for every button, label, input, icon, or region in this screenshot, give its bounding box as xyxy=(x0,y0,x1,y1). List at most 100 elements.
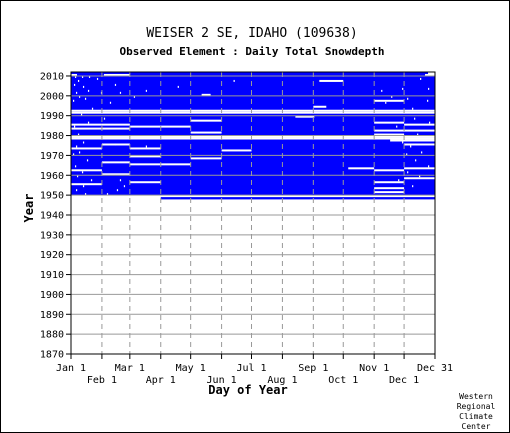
missing-day xyxy=(96,77,99,80)
x-tick-label: Sep 1 xyxy=(298,363,328,374)
missing-segment xyxy=(71,183,102,186)
missing-segment xyxy=(101,127,130,130)
missing-day xyxy=(410,145,412,148)
missing-day xyxy=(75,145,78,148)
x-tick-label: Jun 1 xyxy=(207,375,237,386)
x-tick-label: Dec 1 xyxy=(389,375,419,386)
missing-segment xyxy=(374,169,405,172)
missing-segment xyxy=(404,177,435,180)
x-axis-ticks: Jan 1 Mar 1 May 1 Jul 1 Sep 1 Nov 1 Dec 31 Feb … xyxy=(56,354,453,386)
data-first-year xyxy=(160,197,435,200)
missing-segment xyxy=(348,167,375,170)
y-tick-label: 1930 xyxy=(40,230,64,241)
x-tick-label: Oct 1 xyxy=(328,375,358,386)
x-tick-label: Mar 1 xyxy=(115,363,145,374)
chart-title: WEISER 2 SE, IDAHO (109638) xyxy=(146,26,357,41)
y-tick-label: 1880 xyxy=(40,330,64,341)
missing-segment xyxy=(425,73,435,76)
y-tick-label: 1990 xyxy=(40,111,64,122)
y-tick-label: 2000 xyxy=(40,91,64,102)
y-axis-label: Year xyxy=(22,194,36,223)
missing-segment xyxy=(404,143,435,146)
missing-day xyxy=(145,89,147,92)
missing-segment xyxy=(404,123,435,126)
missing-day xyxy=(417,133,419,136)
chart-subtitle: Observed Element : Daily Total Snowdepth xyxy=(120,45,385,58)
x-tick-label: May 1 xyxy=(176,363,206,374)
missing-day xyxy=(86,159,89,162)
missing-segment xyxy=(129,181,161,184)
credit-line: Regional xyxy=(457,402,496,411)
missing-day xyxy=(412,185,414,188)
missing-segment xyxy=(374,121,405,124)
missing-segment xyxy=(71,127,102,130)
missing-day xyxy=(74,75,77,78)
missing-day xyxy=(90,179,93,182)
x-tick-label: Aug 1 xyxy=(267,375,297,386)
y-tick-label: 1970 xyxy=(40,151,64,162)
x-tick-label: Apr 1 xyxy=(146,375,176,386)
missing-segment xyxy=(221,149,252,152)
missing-day xyxy=(73,125,76,128)
missing-day xyxy=(81,75,84,78)
y-tick-label: 1910 xyxy=(40,270,64,281)
missing-segment xyxy=(71,123,102,126)
missing-segment xyxy=(129,155,161,158)
x-tick-label: Dec 31 xyxy=(417,363,453,374)
missing-segment xyxy=(390,139,435,142)
missing-segment xyxy=(374,191,405,194)
missing-day xyxy=(77,79,80,82)
missing-segment xyxy=(101,161,130,164)
missing-day xyxy=(428,165,430,168)
missing-day xyxy=(87,89,90,92)
missing-day xyxy=(80,113,83,116)
missing-segment xyxy=(101,123,130,126)
missing-day xyxy=(81,171,84,174)
y-tick-label: 2010 xyxy=(40,71,64,82)
missing-day xyxy=(419,175,421,178)
y-tick-label: 1890 xyxy=(40,310,64,321)
missing-day xyxy=(106,193,109,196)
missing-day xyxy=(103,117,106,120)
missing-day xyxy=(116,189,119,192)
missing-day xyxy=(82,85,85,88)
missing-segment xyxy=(190,157,222,160)
missing-day xyxy=(75,91,78,94)
missing-day xyxy=(114,83,117,86)
missing-segment xyxy=(374,187,405,190)
missing-day xyxy=(381,89,383,92)
missing-day xyxy=(109,101,112,104)
missing-segment xyxy=(190,131,222,134)
missing-segment xyxy=(374,99,405,102)
y-tick-label: 1870 xyxy=(40,350,64,361)
missing-day xyxy=(133,95,136,98)
x-axis-label: Day of Year xyxy=(208,383,287,397)
missing-day xyxy=(91,107,94,110)
x-tick-label: Nov 1 xyxy=(359,363,389,374)
missing-day xyxy=(87,121,90,124)
missing-day xyxy=(415,159,417,162)
missing-segment xyxy=(295,115,315,118)
missing-day xyxy=(421,151,423,154)
missing-day xyxy=(427,99,429,102)
missing-day xyxy=(88,75,91,78)
missing-year xyxy=(71,109,435,112)
y-tick-label: 1900 xyxy=(40,290,64,301)
missing-day xyxy=(414,117,416,120)
missing-day xyxy=(407,171,409,174)
credit-line: Western xyxy=(459,392,493,401)
missing-segment xyxy=(71,169,102,172)
data-last-year xyxy=(71,72,429,75)
missing-day xyxy=(398,179,400,182)
plot-border xyxy=(70,71,436,355)
missing-year xyxy=(71,137,435,140)
missing-segment xyxy=(404,167,435,170)
credit-line: Center xyxy=(462,422,491,431)
missing-segment xyxy=(374,181,405,184)
x-tick-label: Jul 1 xyxy=(236,363,266,374)
missing-day xyxy=(78,151,81,154)
missing-day xyxy=(407,97,409,100)
missing-day xyxy=(123,185,126,188)
y-tick-label: 1940 xyxy=(40,210,64,221)
